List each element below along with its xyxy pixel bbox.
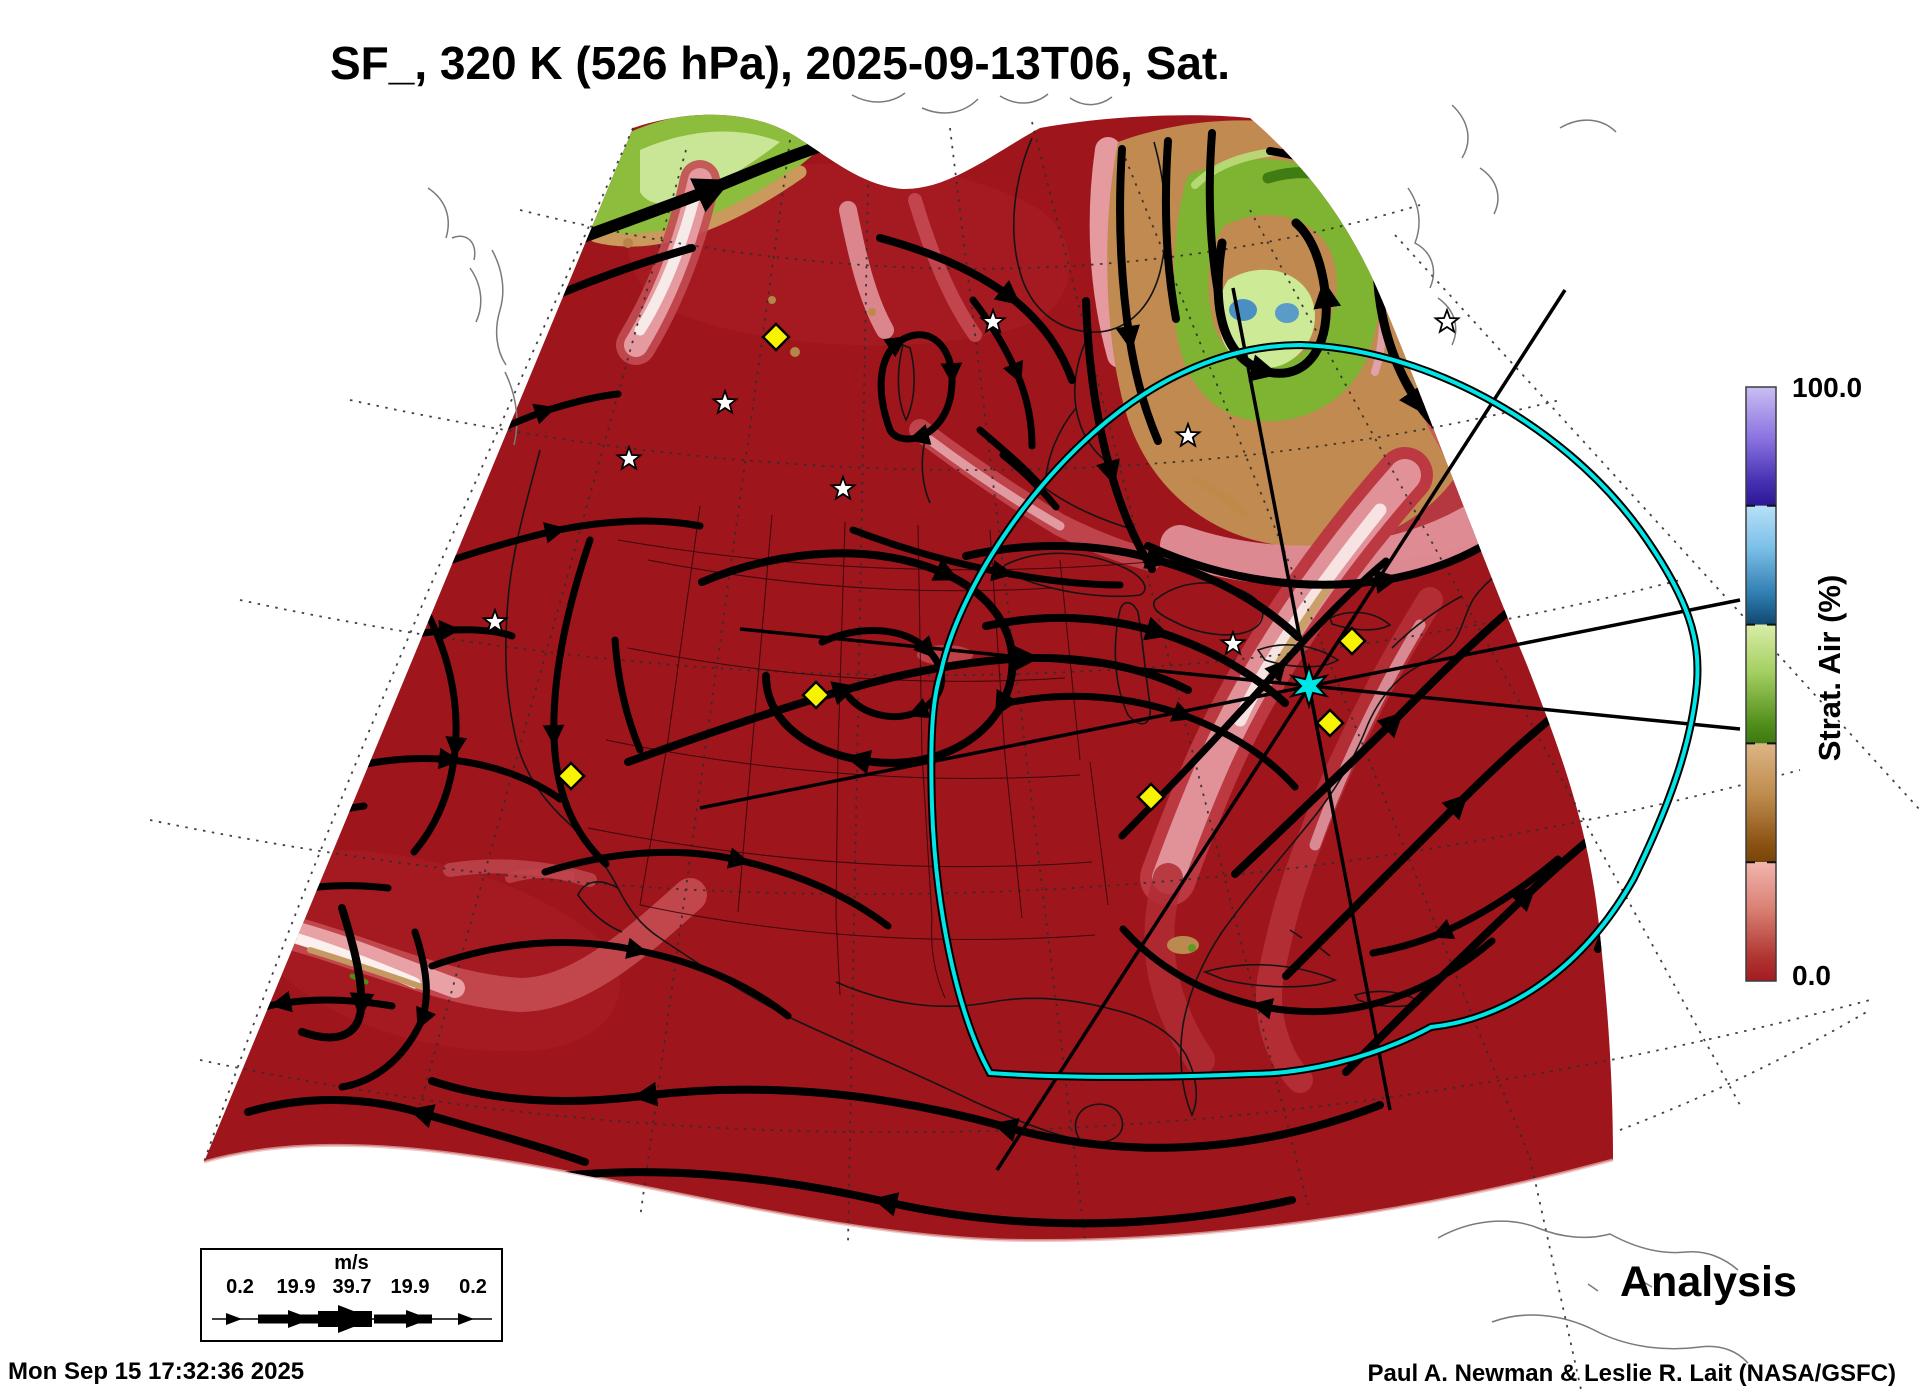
page-title: SF_, 320 K (526 hPa), 2025-09-13T06, Sat… [329,37,1231,89]
wind-scale-value: 19.9 [276,1276,316,1298]
center-star-marker [1288,662,1330,710]
wind-scale-value: 0.2 [226,1276,254,1298]
generation-timestamp: Mon Sep 15 17:32:36 2025 [8,1358,305,1385]
site-diamond-markers [556,322,1367,812]
wind-scale-value: 19.9 [390,1276,430,1298]
wind-scale-value: 39.7 [332,1276,372,1298]
range-ring [927,340,1702,1081]
wind-unit-label: m/s [334,1252,369,1274]
colorbar-max-label: 100.0 [1792,372,1863,403]
map-markers [482,309,1460,812]
colorbar-axis-label: Strat. Air (%) [1812,574,1847,762]
credit-line: Paul A. Newman & Leslie R. Lait (NASA/GS… [1367,1360,1896,1387]
colorbar [1745,386,1777,982]
analysis-label: Analysis [1620,1258,1797,1306]
wind-scale-value: 0.2 [459,1276,487,1298]
wind-scale-legend: m/s 0.2 19.9 39.7 19.9 0.2 [200,1248,503,1342]
wind-scale-arrow-icon [212,1305,492,1333]
colorbar-min-label: 0.0 [1792,960,1831,991]
colorbar-ticks [1746,504,1776,864]
